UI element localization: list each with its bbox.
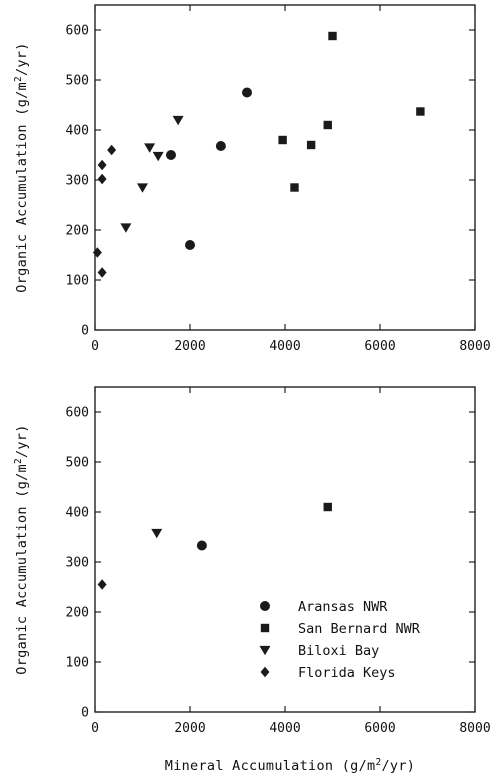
data-point-circle — [242, 87, 252, 98]
x-tick-label: 2000 — [174, 721, 205, 736]
data-point-square — [278, 135, 287, 145]
data-point-diamond — [97, 579, 107, 590]
data-point-triangle-down — [152, 151, 164, 162]
data-point-triangle-down — [137, 183, 148, 193]
y-tick-label: 100 — [66, 274, 89, 289]
legend-marker-diamond — [260, 666, 270, 678]
x-tick-label: 4000 — [269, 721, 300, 736]
y-tick-label: 0 — [81, 324, 89, 339]
data-point-triangle-down — [144, 143, 156, 153]
data-point-triangle-down — [151, 528, 163, 539]
y-tick-label: 600 — [66, 406, 89, 421]
plot-frame — [94, 386, 476, 713]
y-tick-label: 300 — [66, 556, 89, 571]
y-axis-title: Organic Accumulation (g/m2/yr) — [13, 424, 30, 674]
data-point-square — [290, 183, 299, 192]
x-tick-label: 8000 — [459, 339, 490, 354]
x-axis-title: Mineral Accumulation (g/m2/yr) — [165, 757, 415, 774]
bottom-scatter-panel: 0 2000 4000 6000 8000 0 100 200 300 400 500 600 Orga… — [13, 386, 491, 774]
data-point-square — [323, 120, 332, 130]
y-tick-label: 600 — [66, 24, 89, 39]
x-tick-label: 0 — [91, 721, 99, 736]
y-axis-title: Organic Accumulation (g/m2/yr) — [13, 42, 30, 292]
x-tick-label: 0 — [91, 339, 99, 354]
y-tick-label: 200 — [66, 224, 89, 239]
x-tick-label: 6000 — [364, 721, 395, 736]
data-point-circle — [215, 141, 226, 151]
y-tick-label: 100 — [66, 656, 89, 671]
data-point-square — [323, 502, 332, 512]
data-point-diamond — [107, 144, 117, 156]
x-tick-label: 2000 — [174, 339, 205, 354]
data-point-diamond — [97, 159, 107, 171]
legend: Aransas NWR San Bernard NWR Biloxi Bay Flor… — [259, 599, 421, 681]
x-tick-label: 8000 — [459, 721, 490, 736]
data-point-square — [306, 140, 316, 150]
y-tick-label: 400 — [66, 124, 89, 139]
legend-label: Florida Keys — [298, 665, 396, 681]
data-point-diamond — [92, 247, 102, 258]
x-tick-label: 6000 — [364, 339, 395, 354]
data-point-diamond — [97, 173, 107, 185]
y-tick-label: 400 — [66, 506, 89, 521]
data-point-triangle-down — [172, 115, 184, 126]
y-tick-label: 300 — [66, 174, 89, 189]
legend-marker-square — [260, 623, 270, 633]
data-point-circle — [185, 240, 195, 250]
data-point-square — [328, 31, 337, 41]
top-scatter-panel: 0 2000 4000 6000 8000 0 100 200 300 400 500 600 Orga… — [13, 4, 491, 354]
legend-marker-circle — [260, 601, 270, 611]
legend-label: Aransas NWR — [298, 599, 388, 615]
y-tick-label: 0 — [81, 706, 89, 721]
data-point-circle — [166, 150, 176, 160]
x-tick-label: 4000 — [269, 339, 300, 354]
y-tick-label: 500 — [66, 74, 89, 89]
data-point-square — [416, 107, 425, 116]
y-tick-label: 200 — [66, 606, 89, 621]
legend-label: San Bernard NWR — [298, 621, 421, 637]
data-point-triangle-down — [120, 223, 132, 233]
y-tick-label: 500 — [66, 456, 89, 471]
data-point-diamond — [97, 267, 107, 278]
plot-frame — [94, 4, 476, 331]
data-point-circle — [196, 540, 207, 551]
legend-label: Biloxi Bay — [298, 643, 379, 659]
legend-marker-triangle-down — [259, 645, 271, 656]
